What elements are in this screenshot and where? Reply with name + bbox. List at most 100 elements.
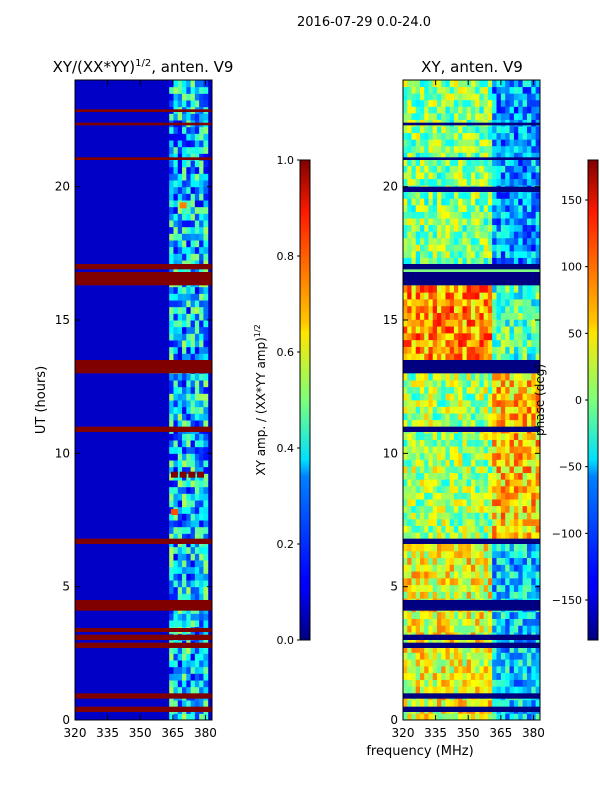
phase-cell: [509, 292, 515, 300]
phase-cell: [407, 518, 412, 526]
phase-cell: [415, 292, 421, 300]
amp-flagged-band: [75, 157, 212, 160]
phase-cell: [424, 611, 429, 619]
amp-cell: [173, 686, 179, 694]
phase-cell: [441, 211, 446, 219]
phase-cell: [505, 126, 511, 134]
phase-cell: [522, 99, 528, 107]
phase-cell: [445, 557, 451, 565]
phase-cell: [470, 165, 476, 173]
phase-cell: [479, 139, 485, 147]
phase-cell: [522, 452, 528, 460]
phase-cell: [428, 165, 434, 173]
amp-cell: [190, 373, 196, 381]
phase-cell: [458, 532, 463, 540]
phase-cell: [531, 204, 537, 212]
phase-cell: [505, 550, 511, 559]
phase-cell: [453, 472, 459, 480]
phase-cell: [419, 373, 425, 381]
phase-cell: [411, 645, 417, 653]
amp-cell: [199, 513, 204, 521]
phase-cell: [436, 557, 442, 565]
phase-cell: [462, 172, 468, 180]
phase-cell: [407, 292, 412, 300]
phase-cell: [428, 298, 434, 307]
phase-cell: [441, 93, 446, 101]
amp-cell: [194, 380, 200, 388]
phase-cell: [453, 346, 459, 354]
phase-cell: [518, 532, 524, 540]
phase-cell: [496, 145, 502, 153]
phase-cell: [531, 178, 537, 186]
phase-cell: [449, 373, 455, 381]
phase-cell: [458, 106, 463, 114]
phase-cell: [479, 292, 485, 300]
phase-cell: [492, 139, 498, 147]
amp-cell: [173, 180, 179, 188]
phase-cell: [470, 218, 476, 226]
amp-cell: [186, 460, 192, 468]
phase-cell: [500, 399, 506, 407]
phase-cell: [432, 505, 438, 513]
phase-cell: [428, 132, 434, 140]
phase-cell: [411, 713, 417, 721]
amp-cell: [173, 246, 179, 254]
phase-cell: [403, 152, 408, 160]
phase-cell: [458, 172, 463, 180]
phase-cell: [470, 237, 476, 245]
amp-cell: [177, 226, 183, 234]
phase-cell: [419, 638, 425, 647]
phase-cell: [411, 512, 417, 520]
phase-cell: [419, 93, 425, 101]
phase-cell: [428, 525, 434, 533]
phase-cell: [518, 399, 524, 407]
amp-cell: [169, 240, 174, 248]
phase-cell: [432, 532, 438, 540]
phase-cell: [509, 132, 515, 140]
phase-cell: [453, 406, 459, 414]
phase-cell: [415, 224, 421, 232]
phase-cell: [500, 525, 506, 533]
phase-cell: [449, 492, 455, 500]
phase-cell: [470, 638, 476, 647]
phase-cell: [432, 625, 438, 633]
amp-cell: [186, 700, 192, 708]
phase-cell: [419, 353, 425, 361]
phase-cell: [411, 346, 417, 354]
phase-cell: [462, 459, 468, 467]
amp-cell: [173, 406, 179, 414]
phase-cell: [466, 132, 472, 140]
amp-cell: [190, 700, 196, 708]
phase-cell: [535, 459, 541, 467]
phase-cell: [492, 237, 498, 245]
phase-cell: [453, 152, 459, 160]
phase-cell: [407, 99, 412, 107]
phase-cell: [449, 532, 455, 540]
phase-cell: [415, 191, 421, 199]
phase-cell: [475, 413, 480, 421]
phase-cell: [475, 93, 480, 101]
phase-cell: [509, 152, 515, 160]
amp-cell: [182, 446, 187, 454]
phase-cell: [453, 305, 459, 313]
phase-cell: [492, 645, 498, 653]
phase-cell: [403, 191, 408, 199]
phase-cell: [419, 498, 425, 507]
phase-cell: [441, 152, 446, 160]
phase-cell: [407, 339, 412, 347]
phase-cell: [411, 686, 417, 694]
phase-cell: [513, 512, 519, 520]
phase-cell: [518, 178, 524, 186]
phase-cell: [453, 577, 459, 586]
amp-cell: [182, 113, 187, 121]
phase-cell: [479, 312, 485, 320]
phase-cell: [496, 326, 502, 334]
phase-cell: [462, 446, 468, 454]
phase-cell: [407, 432, 412, 440]
amp-cell: [190, 173, 196, 181]
phase-cell: [522, 439, 528, 447]
amp-cell: [186, 153, 192, 161]
amp-cell: [203, 653, 209, 661]
amp-cell: [194, 253, 200, 261]
amp-cell: [177, 613, 183, 621]
